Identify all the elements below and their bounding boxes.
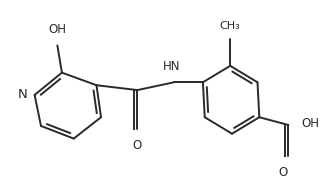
Text: OH: OH <box>301 117 319 130</box>
Text: O: O <box>133 139 142 152</box>
Text: HN: HN <box>163 60 181 73</box>
Text: N: N <box>18 88 27 101</box>
Text: OH: OH <box>48 23 66 36</box>
Text: CH₃: CH₃ <box>220 21 240 31</box>
Text: O: O <box>278 166 288 179</box>
